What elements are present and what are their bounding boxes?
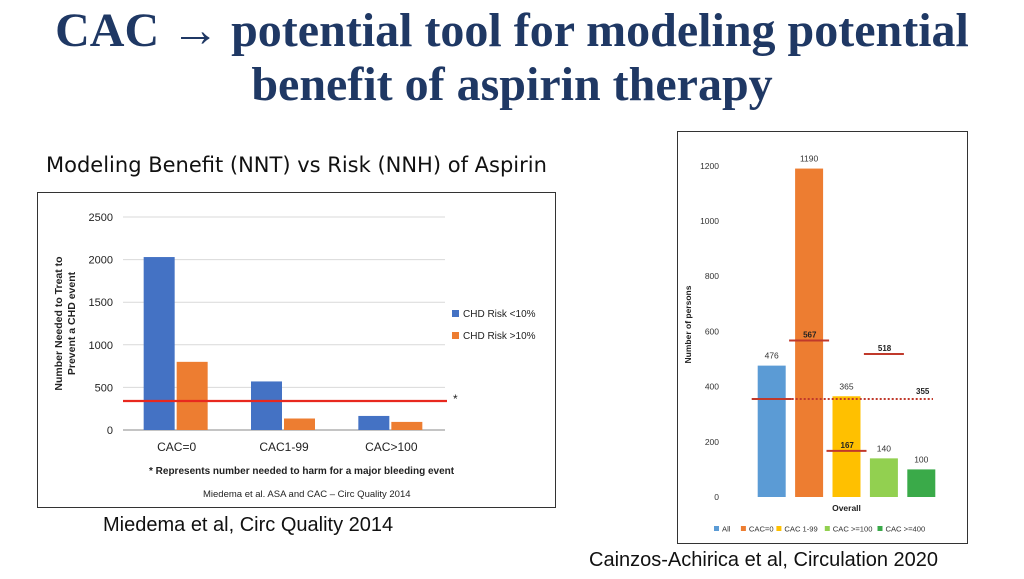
legend-swatch [740,526,746,531]
x-tick-label: CAC1-99 [259,440,309,454]
bar-value-label: 476 [765,351,779,361]
y-axis-label-line1: Number Needed to Treat to [53,256,65,390]
bar-value-label: 1190 [800,154,819,164]
x-axis-label: Overall [832,503,861,513]
nnh-reference-marker: * [453,392,458,406]
right-citation: Cainzos-Achirica et al, Circulation 2020 [589,549,939,571]
legend-label: CAC >=400 [886,525,926,534]
x-tick-label: CAC>100 [365,440,418,454]
bar-risk-gt10 [391,421,423,430]
y-tick-label: 500 [95,382,113,394]
slide-title-line1: CAC → potential tool for modeling potent… [55,4,969,57]
legend-label: All [722,525,731,534]
y-tick-label: 2500 [89,212,113,224]
y-tick-label: 600 [705,326,719,336]
bar-risk-lt10 [358,415,390,430]
y-tick-label: 1000 [700,216,719,226]
nnh-marker-label: 567 [803,331,817,340]
slide-title: CAC → potential tool for modeling potent… [0,4,1024,112]
y-tick-label: 0 [107,425,113,437]
x-tick-label: CAC=0 [157,440,196,454]
left-citation: Miedema et al, Circ Quality 2014 [103,514,394,536]
bar-risk-gt10 [284,418,315,430]
y-tick-label: 0 [714,492,719,502]
right-chart: 0 200 400 600 800 1000 1200 Number of persons 47… [683,154,936,534]
all-nnh-label: 355 [916,387,930,396]
legend-label: CHD Risk <10% [463,309,536,320]
bar-risk-lt10 [251,381,282,430]
left-chart-panel: 0 500 1000 1500 2000 2500 CAC=0 CAC1-99 CAC>100 *… [37,192,556,508]
legend-swatch [824,526,830,531]
legend-swatch [452,310,459,317]
nnh-marker-label: 167 [841,441,855,450]
y-tick-label: 2000 [89,255,113,267]
y-axis-label: Number of persons [683,285,693,363]
y-tick-label: 400 [705,382,719,392]
bar-risk-gt10 [176,361,208,430]
bar-all [757,365,786,497]
y-tick-label: 800 [705,271,719,281]
legend-label: CAC 1-99 [784,525,817,534]
nnh-marker-label: 518 [878,344,892,353]
legend-swatch [452,332,459,339]
bar-value-label: 365 [839,381,853,391]
source-note: Miedema et al. ASA and CAC – Circ Qualit… [203,489,411,500]
left-chart: 0 500 1000 1500 2000 2500 CAC=0 CAC1-99 CAC>100 *… [53,212,536,500]
legend-swatch [714,526,719,531]
legend-swatch [877,526,883,531]
bar-cac-1-99 [832,396,861,497]
y-tick-label: 1000 [89,340,113,352]
slide-title-line2: benefit of aspirin therapy [251,58,773,111]
bar-cac-400 [907,469,936,497]
y-axis-label-line2: Prevent a CHD event [66,271,78,375]
y-tick-label: 200 [705,437,719,447]
right-chart-panel: 0 200 400 600 800 1000 1200 Number of persons 47… [677,131,968,544]
y-tick-label: 1200 [700,161,719,171]
y-tick-label: 1500 [89,297,113,309]
bar-cac-100 [869,458,898,497]
bar-cac-0 [795,168,824,497]
legend-label: CAC >=100 [833,525,873,534]
bar-risk-lt10 [143,257,175,430]
bar-value-label: 100 [914,454,928,464]
bar-value-label: 140 [877,443,891,453]
footnote: * Represents number needed to harm for a… [149,466,455,477]
legend-swatch [776,526,782,531]
legend-label: CHD Risk >10% [463,331,536,342]
legend-label: CAC=0 [749,525,774,534]
left-chart-subtitle: Modeling Benefit (NNT) vs Risk (NNH) of … [46,153,547,177]
